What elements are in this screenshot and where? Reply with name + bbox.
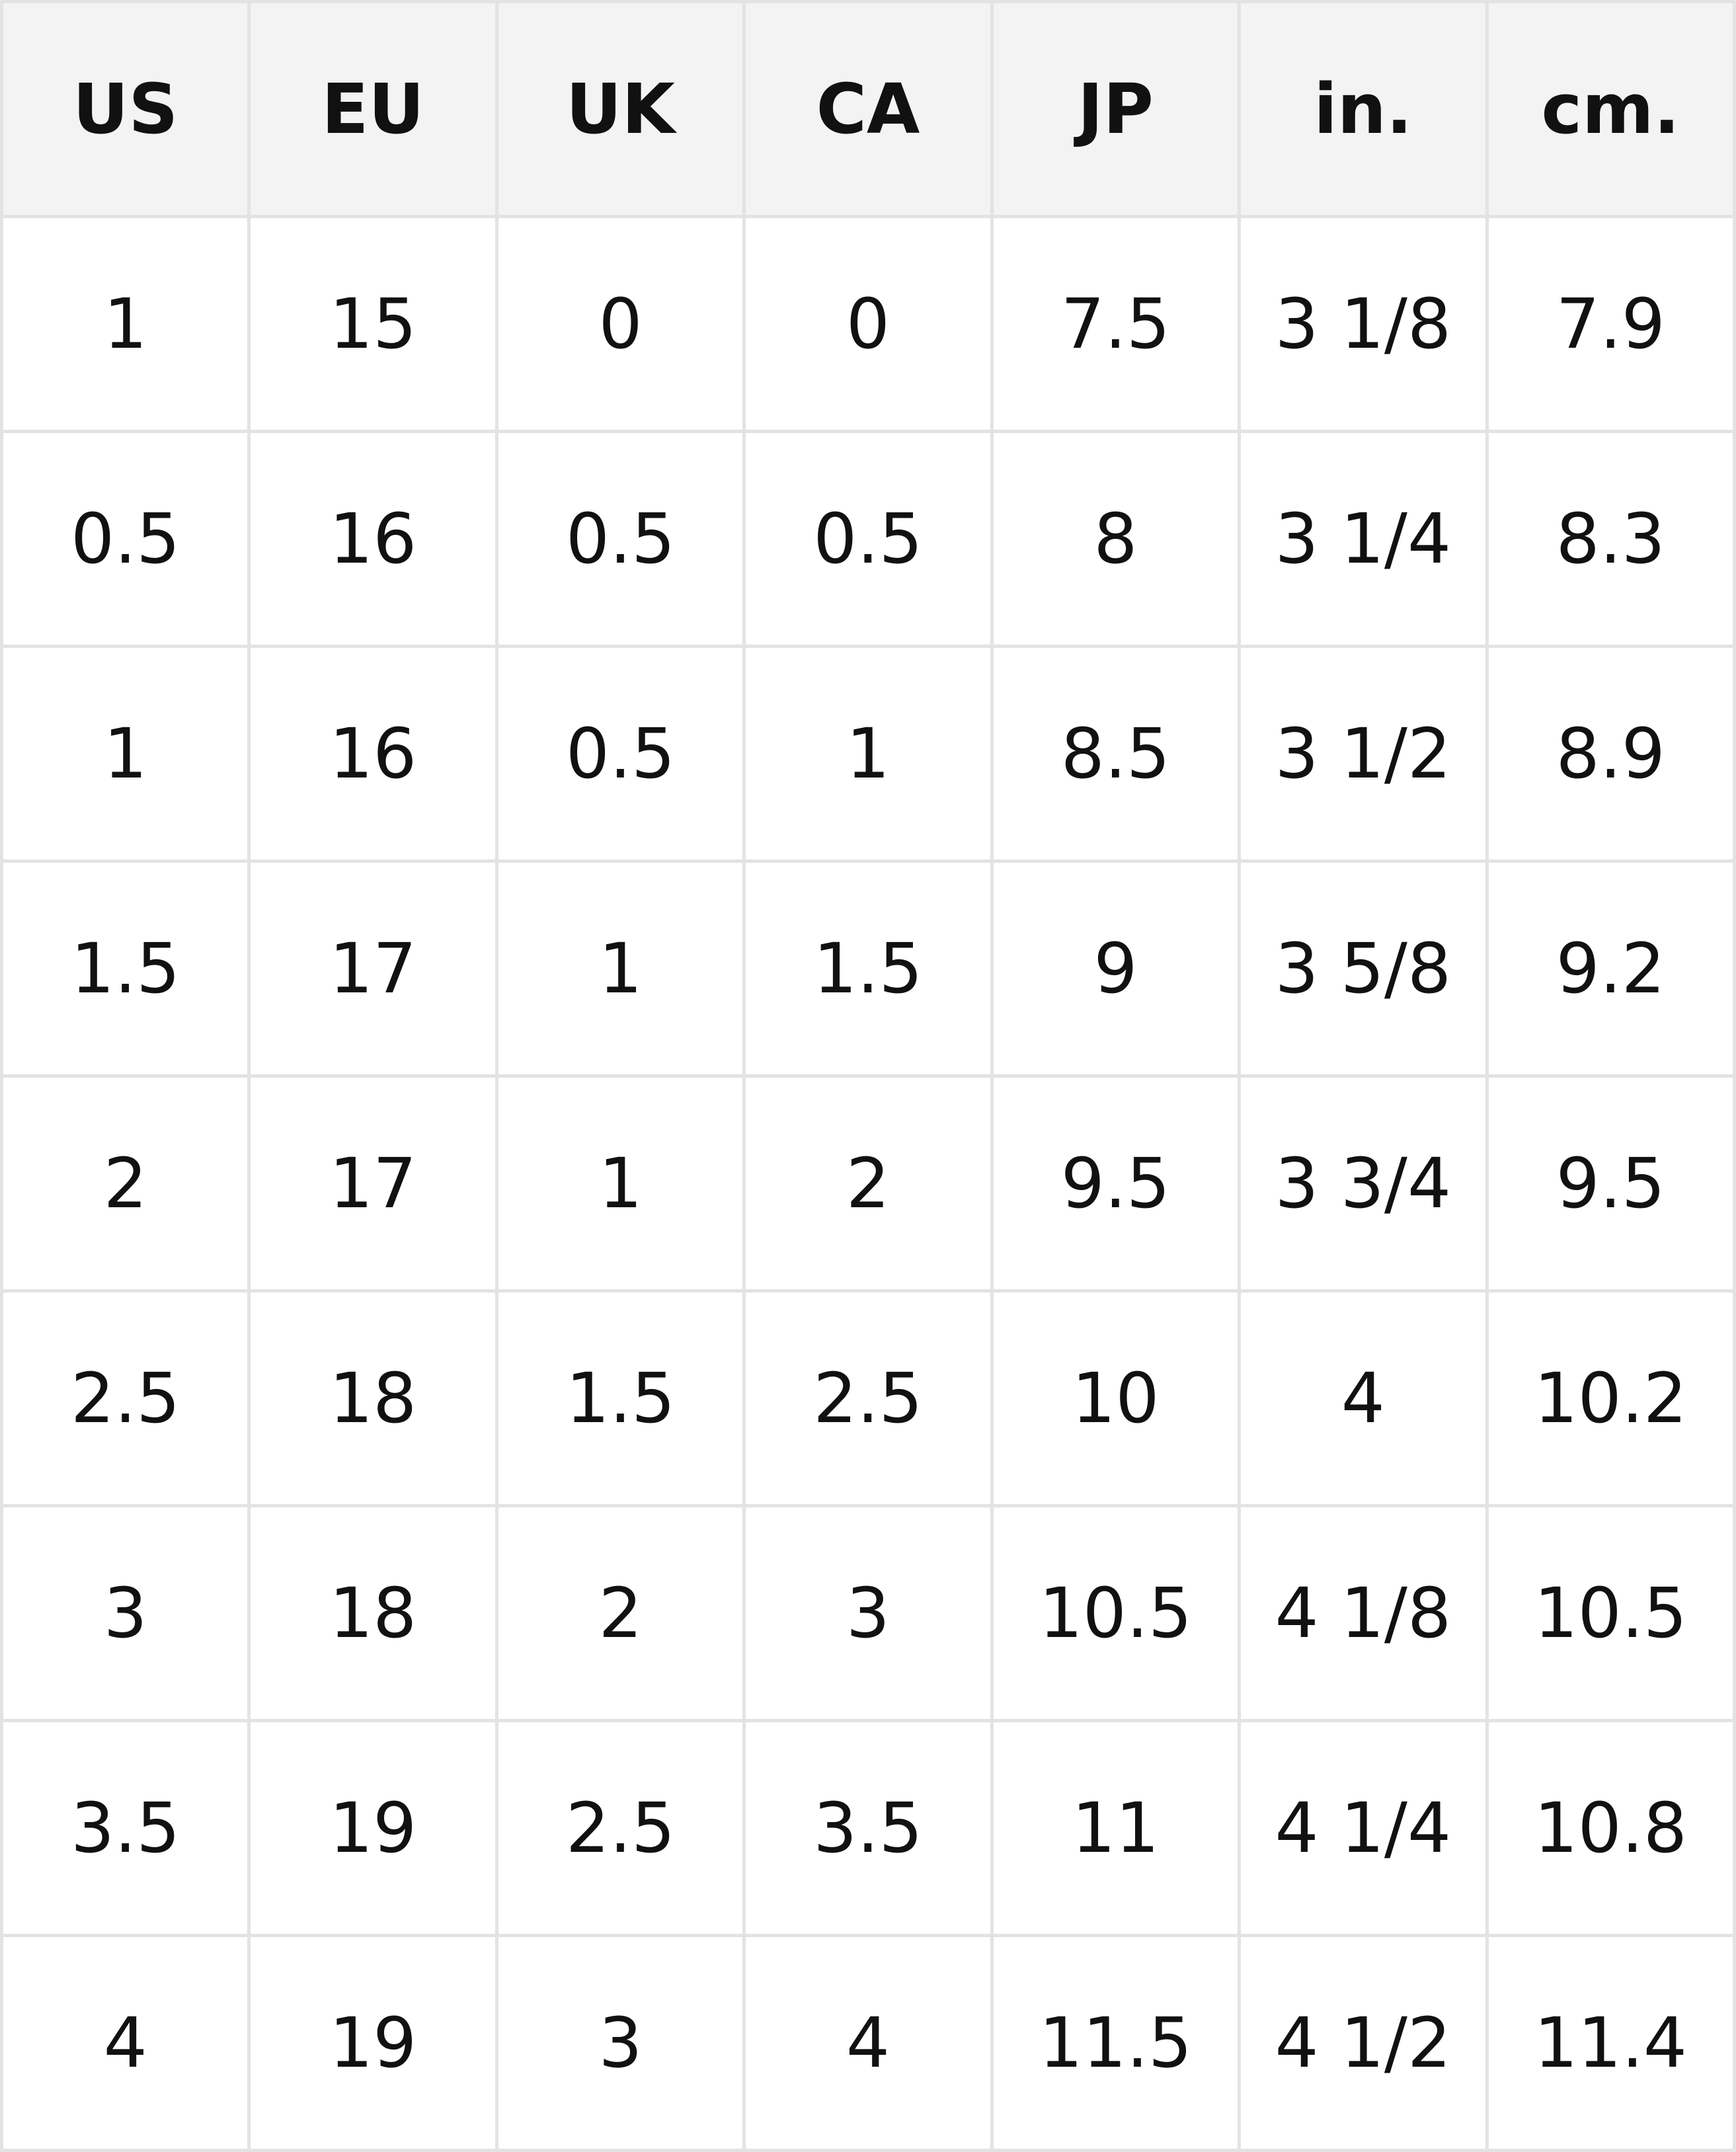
table-row: 1.5 17 1 1.5 9 3 5/8 9.2 bbox=[0, 859, 1736, 1078]
table-cell: 1 bbox=[494, 1074, 746, 1293]
header-cell: UK bbox=[494, 0, 746, 218]
table-cell: 8 bbox=[990, 430, 1242, 648]
table-cell: 11.4 bbox=[1485, 1934, 1736, 2152]
table-cell: 8.9 bbox=[1485, 645, 1736, 863]
table-cell: 10 bbox=[990, 1289, 1242, 1507]
table-cell: 3 5/8 bbox=[1238, 859, 1489, 1078]
table-cell: 16 bbox=[247, 430, 498, 648]
table-cell: 9.5 bbox=[1485, 1074, 1736, 1293]
table-cell: 3 bbox=[494, 1934, 746, 2152]
table-cell: 1.5 bbox=[742, 859, 994, 1078]
table-cell: 3 1/4 bbox=[1238, 430, 1489, 648]
table-cell: 4 1/8 bbox=[1238, 1504, 1489, 1722]
table-cell: 4 1/4 bbox=[1238, 1719, 1489, 1937]
table-cell: 10.5 bbox=[990, 1504, 1242, 1722]
table-cell: 9.5 bbox=[990, 1074, 1242, 1293]
table-cell: 3 bbox=[0, 1504, 251, 1722]
table-cell: 17 bbox=[247, 859, 498, 1078]
table-row: 1 16 0.5 1 8.5 3 1/2 8.9 bbox=[0, 645, 1736, 863]
table-cell: 19 bbox=[247, 1719, 498, 1937]
table-cell: 2 bbox=[494, 1504, 746, 1722]
table-row: 4 19 3 4 11.5 4 1/2 11.4 bbox=[0, 1934, 1736, 2152]
table-cell: 15 bbox=[247, 215, 498, 433]
table-row: 2.5 18 1.5 2.5 10 4 10.2 bbox=[0, 1289, 1736, 1507]
table-cell: 10.2 bbox=[1485, 1289, 1736, 1507]
table-cell: 8.3 bbox=[1485, 430, 1736, 648]
table-cell: 4 1/2 bbox=[1238, 1934, 1489, 2152]
table-cell: 3 bbox=[742, 1504, 994, 1722]
table-cell: 11 bbox=[990, 1719, 1242, 1937]
table-cell: 0.5 bbox=[494, 645, 746, 863]
table-cell: 1 bbox=[0, 645, 251, 863]
table-cell: 0.5 bbox=[494, 430, 746, 648]
table-header: US EU UK CA JP in. cm. bbox=[0, 0, 1736, 218]
table-cell: 11.5 bbox=[990, 1934, 1242, 2152]
table-row: 0.5 16 0.5 0.5 8 3 1/4 8.3 bbox=[0, 430, 1736, 648]
table-cell: 9.2 bbox=[1485, 859, 1736, 1078]
table-cell: 3 1/8 bbox=[1238, 215, 1489, 433]
table-cell: 9 bbox=[990, 859, 1242, 1078]
table-cell: 7.5 bbox=[990, 215, 1242, 433]
table-cell: 4 bbox=[0, 1934, 251, 2152]
table-cell: 2.5 bbox=[494, 1719, 746, 1937]
table-cell: 18 bbox=[247, 1289, 498, 1507]
table-cell: 7.9 bbox=[1485, 215, 1736, 433]
table-cell: 16 bbox=[247, 645, 498, 863]
header-cell: in. bbox=[1238, 0, 1489, 218]
table-body: 1 15 0 0 7.5 3 1/8 7.9 0.5 16 0.5 0.5 8 3 1/4 8.3 1 16 0… bbox=[0, 215, 1736, 2152]
table-cell: 1.5 bbox=[0, 859, 251, 1078]
table-cell: 1 bbox=[0, 215, 251, 433]
table-cell: 0.5 bbox=[0, 430, 251, 648]
table-row: 3.5 19 2.5 3.5 11 4 1/4 10.8 bbox=[0, 1719, 1736, 1937]
table-cell: 2 bbox=[742, 1074, 994, 1293]
table-cell: 0 bbox=[742, 215, 994, 433]
table-cell: 18 bbox=[247, 1504, 498, 1722]
table-cell: 1 bbox=[494, 859, 746, 1078]
header-cell: US bbox=[0, 0, 251, 218]
table-row: 1 15 0 0 7.5 3 1/8 7.9 bbox=[0, 215, 1736, 433]
table-cell: 2.5 bbox=[0, 1289, 251, 1507]
table-cell: 3 3/4 bbox=[1238, 1074, 1489, 1293]
table-cell: 2 bbox=[0, 1074, 251, 1293]
table-row: 3 18 2 3 10.5 4 1/8 10.5 bbox=[0, 1504, 1736, 1722]
table-cell: 0 bbox=[494, 215, 746, 433]
table-cell: 3.5 bbox=[0, 1719, 251, 1937]
header-cell: cm. bbox=[1485, 0, 1736, 218]
table-cell: 8.5 bbox=[990, 645, 1242, 863]
header-cell: CA bbox=[742, 0, 994, 218]
table-cell: 1.5 bbox=[494, 1289, 746, 1507]
header-row: US EU UK CA JP in. cm. bbox=[0, 0, 1736, 218]
table-cell: 3 1/2 bbox=[1238, 645, 1489, 863]
table-cell: 4 bbox=[1238, 1289, 1489, 1507]
table-cell: 17 bbox=[247, 1074, 498, 1293]
table-cell: 1 bbox=[742, 645, 994, 863]
header-cell: EU bbox=[247, 0, 498, 218]
table-cell: 4 bbox=[742, 1934, 994, 2152]
table-cell: 0.5 bbox=[742, 430, 994, 648]
table-cell: 19 bbox=[247, 1934, 498, 2152]
table-cell: 10.8 bbox=[1485, 1719, 1736, 1937]
table-cell: 3.5 bbox=[742, 1719, 994, 1937]
table-cell: 2.5 bbox=[742, 1289, 994, 1507]
table-cell: 10.5 bbox=[1485, 1504, 1736, 1722]
table-row: 2 17 1 2 9.5 3 3/4 9.5 bbox=[0, 1074, 1736, 1293]
header-cell: JP bbox=[990, 0, 1242, 218]
